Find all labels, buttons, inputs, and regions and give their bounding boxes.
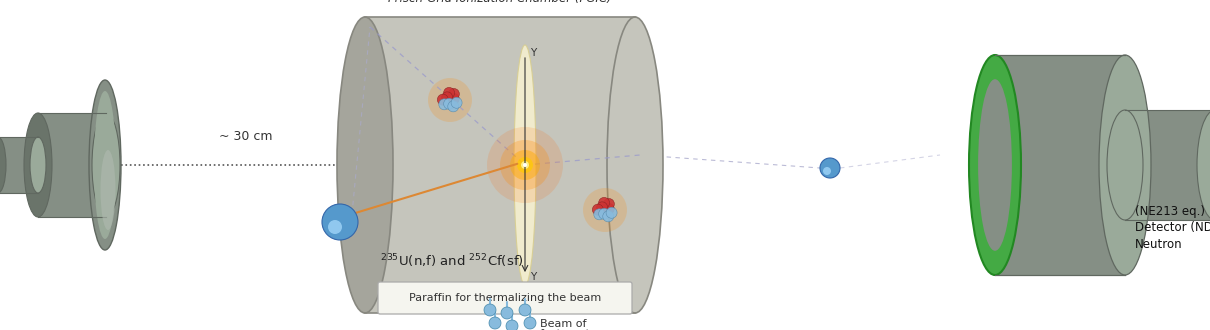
Text: Y: Y: [530, 272, 536, 282]
Ellipse shape: [1197, 110, 1210, 220]
Circle shape: [523, 163, 528, 167]
Text: Neutron: Neutron: [1135, 239, 1182, 251]
Text: fast neutrons: fast neutrons: [540, 329, 613, 330]
Text: Y: Y: [530, 48, 536, 58]
Text: Frisch-Grid Ionization Chamber (FGIC): Frisch-Grid Ionization Chamber (FGIC): [388, 0, 612, 5]
Circle shape: [583, 188, 627, 232]
Circle shape: [486, 127, 563, 203]
Text: ~ 30 cm: ~ 30 cm: [219, 130, 272, 143]
Bar: [995, 55, 1125, 275]
Text: (NE213 eq.): (NE213 eq.): [1135, 205, 1205, 217]
Circle shape: [599, 208, 610, 219]
Ellipse shape: [1107, 110, 1143, 220]
Circle shape: [451, 97, 462, 108]
Circle shape: [519, 304, 531, 316]
Circle shape: [606, 207, 617, 218]
FancyBboxPatch shape: [378, 282, 632, 314]
Ellipse shape: [607, 17, 663, 313]
Circle shape: [484, 304, 496, 316]
Bar: [0, 137, 38, 193]
Bar: [1125, 110, 1210, 220]
Circle shape: [328, 220, 342, 234]
Circle shape: [820, 158, 840, 178]
Circle shape: [501, 307, 513, 319]
Text: Paraffin for thermalizing the beam: Paraffin for thermalizing the beam: [409, 293, 601, 303]
Circle shape: [439, 99, 450, 110]
Ellipse shape: [100, 150, 115, 230]
Circle shape: [448, 101, 459, 112]
Circle shape: [448, 93, 460, 104]
Ellipse shape: [24, 113, 52, 217]
Circle shape: [437, 94, 449, 105]
Circle shape: [489, 317, 501, 329]
Circle shape: [597, 202, 607, 213]
Bar: [365, 17, 635, 313]
Text: Beam of: Beam of: [540, 319, 587, 329]
Circle shape: [599, 197, 610, 209]
Ellipse shape: [338, 17, 393, 313]
Circle shape: [444, 87, 455, 98]
Circle shape: [506, 320, 518, 330]
Ellipse shape: [514, 45, 536, 285]
Circle shape: [500, 140, 551, 190]
Text: $^{235}$U(n,f) and $^{252}$Cf(sf): $^{235}$U(n,f) and $^{252}$Cf(sf): [380, 252, 524, 270]
Circle shape: [509, 150, 540, 180]
Circle shape: [442, 92, 453, 103]
Bar: [38, 113, 106, 217]
Circle shape: [517, 157, 532, 173]
Circle shape: [449, 88, 460, 99]
Ellipse shape: [978, 79, 1012, 251]
Circle shape: [604, 198, 615, 210]
Text: Detector (ND): Detector (ND): [1135, 220, 1210, 234]
Ellipse shape: [969, 55, 1021, 275]
Ellipse shape: [0, 137, 6, 193]
Ellipse shape: [30, 137, 46, 193]
Ellipse shape: [92, 113, 120, 217]
Circle shape: [428, 78, 472, 122]
Circle shape: [603, 211, 613, 222]
Circle shape: [604, 203, 615, 214]
Ellipse shape: [90, 80, 121, 250]
Circle shape: [593, 204, 604, 215]
Circle shape: [444, 98, 455, 109]
Ellipse shape: [1099, 55, 1151, 275]
Circle shape: [594, 209, 605, 220]
Ellipse shape: [94, 91, 116, 239]
Circle shape: [322, 204, 358, 240]
Circle shape: [522, 161, 529, 169]
Circle shape: [524, 317, 536, 329]
Circle shape: [823, 167, 831, 175]
